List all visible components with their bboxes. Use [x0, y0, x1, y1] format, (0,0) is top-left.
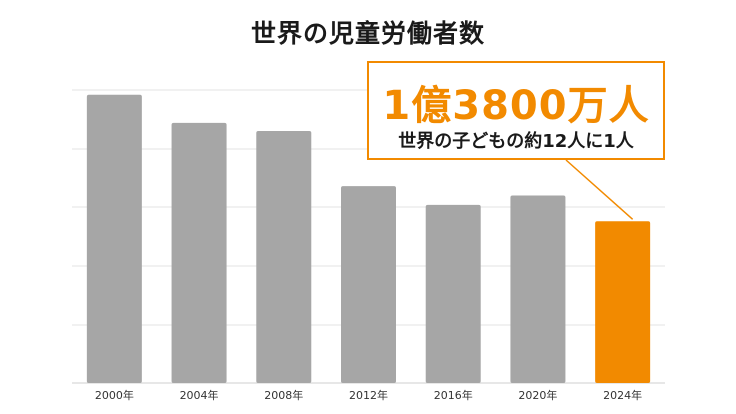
x-tick-label: 2000年	[95, 388, 134, 402]
bar-2016年	[425, 204, 481, 383]
x-tick-label: 2008年	[264, 388, 303, 402]
bar-2000年	[86, 94, 142, 384]
callout-headline: 1億3800万人	[382, 83, 650, 129]
x-tick-label: 2004年	[180, 388, 219, 402]
bar-2004年	[171, 122, 227, 383]
x-tick-label: 2016年	[434, 388, 473, 402]
bar-2024年	[595, 221, 651, 383]
bar-2020年	[510, 195, 566, 383]
bars	[86, 94, 651, 384]
chart-title: 世界の児童労働者数	[250, 19, 485, 48]
x-tick-label: 2012年	[349, 388, 388, 402]
callout-box: 1億3800万人 世界の子どもの約12人に1人	[367, 61, 665, 160]
x-tick-label: 2024年	[603, 388, 642, 402]
bar-2008年	[256, 131, 312, 383]
callout-connector	[565, 159, 634, 220]
x-tick-label: 2020年	[518, 388, 557, 402]
x-tick-labels: 2000年 2004年 2008年 2012年 2016年 2020年 2024年	[95, 388, 642, 402]
callout-subtext: 世界の子どもの約12人に1人	[398, 131, 634, 152]
bar-2012年	[341, 186, 396, 383]
